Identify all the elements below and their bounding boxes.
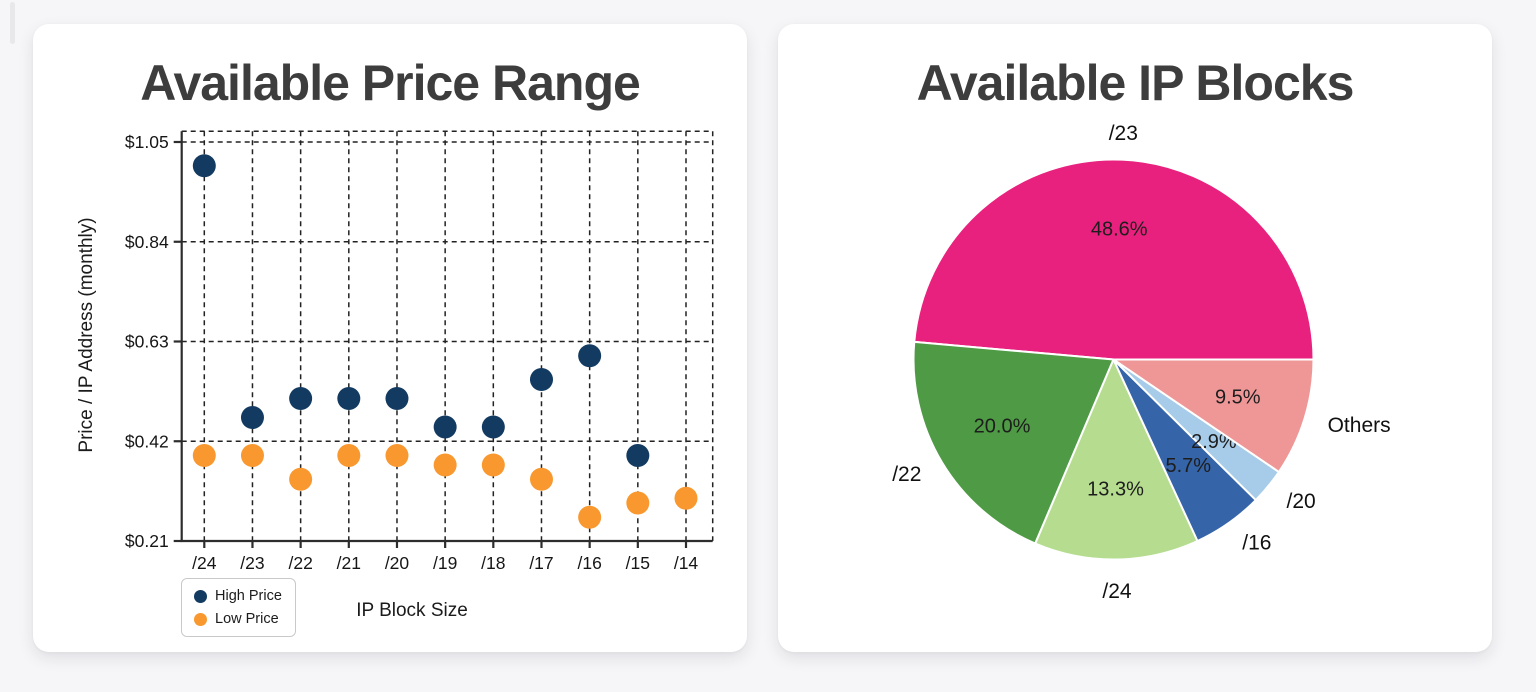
price-range-card: Available Price Range $1.05 $0.84 $0.63 $0.… xyxy=(33,24,747,652)
x-axis-title: IP Block Size xyxy=(356,600,468,621)
legend-label-low-price: Low Price xyxy=(215,611,279,627)
scatter-point-high xyxy=(433,415,457,439)
pie-pct-label: 5.7% xyxy=(1166,455,1212,477)
pie-slice-22 xyxy=(912,340,1115,545)
scatter-point-high xyxy=(192,154,216,178)
scatter-point-low xyxy=(240,444,264,467)
pie-slice-Others xyxy=(1112,358,1315,473)
pie-pct-label: 9.5% xyxy=(1215,387,1261,409)
scatter-point-low xyxy=(578,505,602,529)
x-tick-label: /15 xyxy=(626,553,650,573)
pie-pct-label: 20.0% xyxy=(974,415,1031,437)
scatter-point-low xyxy=(385,444,409,467)
scatter-point-low xyxy=(337,444,361,467)
scatter-point-high xyxy=(240,406,264,429)
x-tick-label: /21 xyxy=(337,553,361,573)
ip-blocks-pie-svg: 48.6%/2320.0%/2213.3%/245.7%/162.9%/209.… xyxy=(892,122,1391,603)
scatter-point-high xyxy=(481,415,505,439)
scatter-point-low xyxy=(481,453,505,477)
scatter-point-low xyxy=(192,444,216,467)
y-tick-label: $0.42 xyxy=(125,431,169,451)
y-tick-label: $0.63 xyxy=(125,332,169,352)
pie-slice-label: /22 xyxy=(892,463,921,486)
scatter-point-low xyxy=(529,467,553,491)
scatter-point-high xyxy=(578,344,602,368)
scatter-point-high xyxy=(529,368,553,391)
price-chart-svg: $1.05 $0.84 $0.63 $0.42 $0.21/24/23/22/21/20… xyxy=(125,130,714,573)
low-price-dot-icon xyxy=(194,612,207,626)
y-tick-label: $1.05 xyxy=(125,132,169,152)
x-tick-label: /19 xyxy=(433,553,457,573)
pie-slice-label: /23 xyxy=(1109,122,1138,145)
x-tick-label: /23 xyxy=(240,553,264,573)
pie-pct-label: 48.6% xyxy=(1091,219,1148,241)
pie-slice-23 xyxy=(913,158,1315,361)
x-tick-label: /14 xyxy=(674,553,699,573)
y-tick-label: $0.21 xyxy=(125,531,169,551)
legend-item-high-price: High Price xyxy=(194,588,282,604)
x-tick-label: /24 xyxy=(192,553,217,573)
x-tick-label: /17 xyxy=(529,553,553,573)
pie-pct-label: 13.3% xyxy=(1087,479,1144,501)
price-range-title: Available Price Range xyxy=(140,55,641,111)
scatter-legend: High Price Low Price xyxy=(181,578,296,637)
x-tick-label: /18 xyxy=(481,553,505,573)
pie-slice-label: /16 xyxy=(1242,531,1271,554)
ip-blocks-title: Available IP Blocks xyxy=(916,55,1355,111)
legend-label-high-price: High Price xyxy=(215,588,282,604)
pie-slice-label: /20 xyxy=(1287,490,1316,513)
scatter-point-low xyxy=(626,491,650,515)
legend-item-low-price: Low Price xyxy=(194,611,282,627)
scrollbar-thumb[interactable] xyxy=(10,2,15,44)
high-price-dot-icon xyxy=(194,589,207,603)
scatter-point-high xyxy=(289,387,313,410)
scatter-point-high xyxy=(385,387,409,410)
scatter-point-high xyxy=(337,387,361,410)
x-tick-label: /20 xyxy=(385,553,410,573)
ip-blocks-card: Available IP Blocks 48.6% /23 20.0% /22 13.3… xyxy=(778,24,1492,652)
scatter-point-low xyxy=(674,486,698,510)
pie-slice-label: /24 xyxy=(1102,580,1132,603)
x-tick-label: /16 xyxy=(577,553,601,573)
pie-slice-24 xyxy=(1034,358,1199,561)
x-tick-label: /22 xyxy=(288,553,312,573)
scatter-point-low xyxy=(433,453,457,477)
scatter-point-low xyxy=(289,467,313,491)
pie-slice-label: Others xyxy=(1328,414,1391,437)
scatter-point-high xyxy=(626,444,650,467)
y-tick-label: $0.84 xyxy=(125,232,169,252)
y-axis-title: Price / IP Address (monthly) xyxy=(76,217,97,453)
